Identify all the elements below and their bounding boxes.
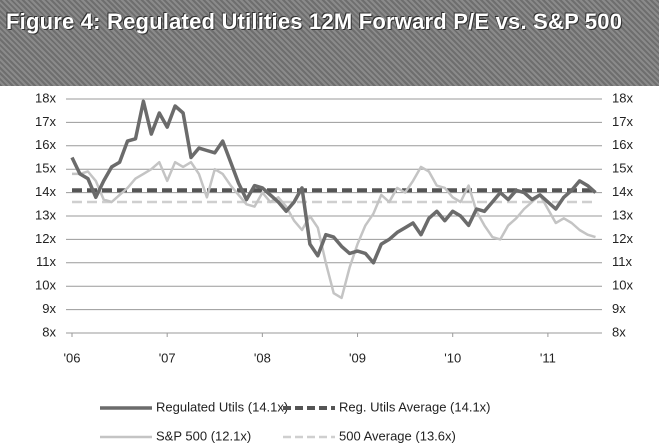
x-tick-label: '11 (540, 350, 556, 365)
y-tick-label: 15x (35, 161, 56, 176)
x-tick-label: '10 (444, 350, 461, 365)
y-tick-label: 9x (42, 301, 56, 316)
y-tick-label: 13x (35, 207, 56, 222)
legend-label: Reg. Utils Average (14.1x) (339, 399, 491, 414)
y2-tick-label: 10x (612, 278, 633, 293)
y2-tick-label: 11x (612, 254, 632, 269)
y-tick-label: 11x (36, 254, 56, 269)
y-tick-label: 8x (42, 324, 56, 339)
y2-tick-label: 17x (612, 114, 633, 129)
y-tick-label: 12x (35, 231, 56, 246)
legend-label: Regulated Utils (14.1x) (156, 399, 288, 414)
x-tick-label: '07 (159, 350, 176, 365)
y2-tick-label: 15x (612, 161, 633, 176)
y-tick-label: 14x (35, 184, 56, 199)
y-tick-label: 16x (35, 137, 56, 152)
y-tick-label: 18x (35, 90, 56, 105)
series-line (70, 99, 597, 265)
legend-label: S&P 500 (12.1x) (156, 428, 251, 443)
y2-tick-label: 8x (612, 324, 626, 339)
y2-tick-label: 13x (612, 207, 633, 222)
title-banner: Figure 4: Regulated Utilities 12M Forwar… (0, 0, 659, 86)
y2-tick-label: 14x (612, 184, 633, 199)
y2-tick-label: 18x (612, 90, 633, 105)
x-tick-label: '09 (349, 350, 366, 365)
x-tick-label: '08 (254, 350, 271, 365)
y2-tick-label: 9x (612, 301, 626, 316)
y-tick-label: 17x (35, 114, 56, 129)
chart-title: Figure 4: Regulated Utilities 12M Forwar… (6, 9, 623, 34)
legend-label: 500 Average (13.6x) (339, 428, 456, 443)
y2-tick-label: 16x (612, 137, 633, 152)
y-tick-label: 10x (35, 278, 56, 293)
x-tick-label: '06 (64, 350, 81, 365)
series-line (72, 160, 596, 300)
y2-tick-label: 12x (612, 231, 633, 246)
